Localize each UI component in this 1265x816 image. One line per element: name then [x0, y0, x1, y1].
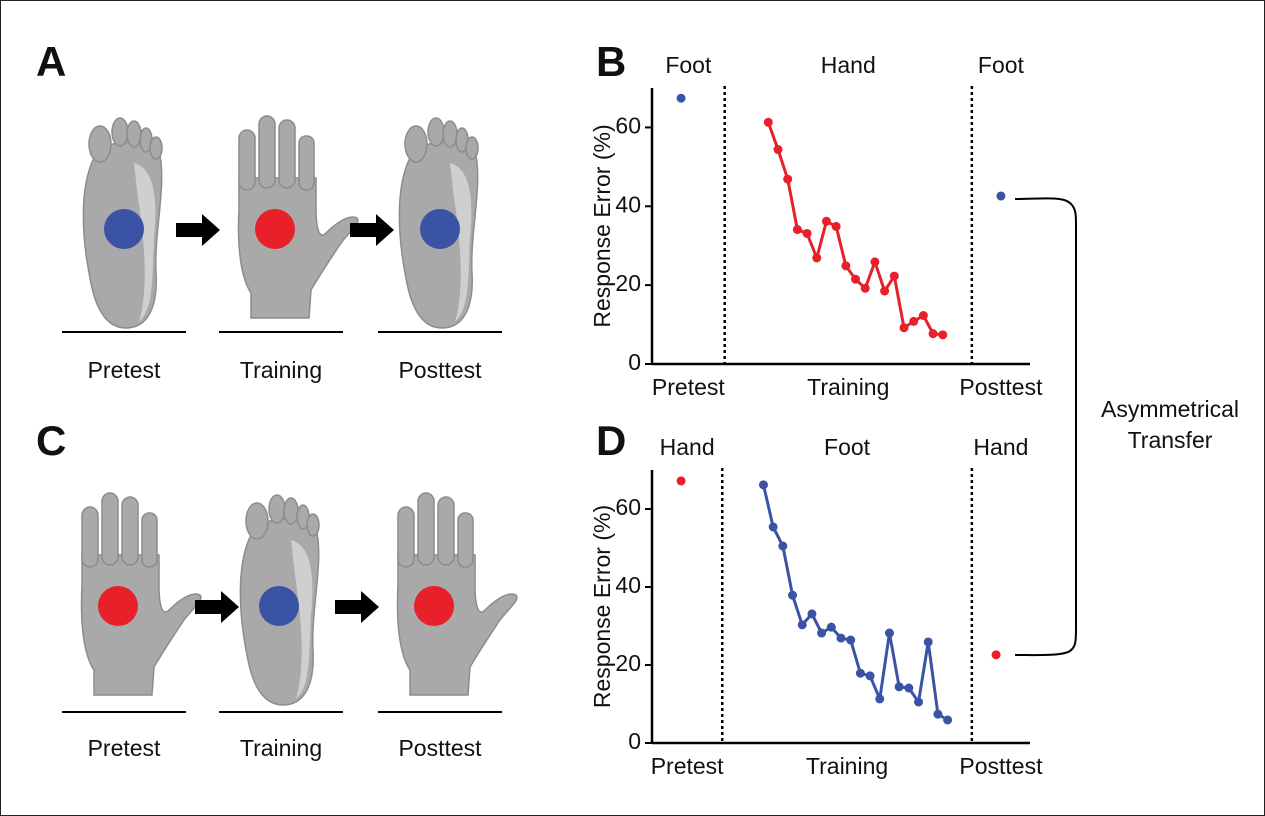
- stimulus-dot: [98, 586, 138, 626]
- y-tick-label: 20: [615, 650, 641, 676]
- step-label: Training: [240, 735, 322, 761]
- data-point: [909, 317, 918, 326]
- stimulus-dot: [414, 586, 454, 626]
- y-tick-label: 20: [615, 270, 641, 296]
- diagram-a: Pretest Training Posttest: [62, 116, 502, 383]
- hand-icon: [239, 116, 358, 318]
- data-point: [895, 682, 904, 691]
- x-label: Posttest: [959, 374, 1043, 400]
- data-point: [803, 229, 812, 238]
- stimulus-dot: [255, 209, 295, 249]
- x-label: Training: [807, 374, 889, 400]
- data-point: [885, 629, 894, 638]
- y-axis-label: Response Error (%): [589, 124, 615, 327]
- x-label: Posttest: [959, 753, 1043, 779]
- data-point: [774, 145, 783, 154]
- panel-label: B: [596, 38, 626, 85]
- section-label: Hand: [660, 434, 715, 460]
- data-point: [832, 222, 841, 231]
- data-point: [861, 284, 870, 293]
- section-label: Foot: [665, 52, 712, 78]
- data-point: [846, 636, 855, 645]
- x-label: Pretest: [651, 753, 724, 779]
- stimulus-dot: [104, 209, 144, 249]
- data-point: [880, 287, 889, 296]
- data-point: [764, 118, 773, 127]
- data-point: [856, 669, 865, 678]
- data-point: [890, 272, 899, 281]
- stimulus-dot: [259, 586, 299, 626]
- data-point: [938, 330, 947, 339]
- arrow: [195, 591, 239, 623]
- data-point: [759, 480, 768, 489]
- y-tick-label: 0: [628, 728, 641, 754]
- data-point: [929, 329, 938, 338]
- data-point: [924, 637, 933, 646]
- data-point: [677, 94, 686, 103]
- data-point: [900, 323, 909, 332]
- y-axis-label: Response Error (%): [589, 505, 615, 708]
- data-point: [769, 522, 778, 531]
- data-point: [919, 311, 928, 320]
- data-point: [788, 591, 797, 600]
- hand-icon: [82, 493, 201, 695]
- step-label: Pretest: [88, 357, 161, 383]
- data-point: [841, 261, 850, 270]
- x-label: Pretest: [652, 374, 725, 400]
- section-label: Hand: [821, 52, 876, 78]
- data-point: [793, 225, 802, 234]
- annotation: Asymmetrical: [1101, 396, 1239, 422]
- figure: A B C D Pretest Training Posttest Pretes…: [0, 0, 1265, 816]
- data-point: [992, 650, 1001, 659]
- data-point: [851, 275, 860, 284]
- arrow: [176, 214, 220, 246]
- data-point: [778, 542, 787, 551]
- panel-label: C: [36, 417, 66, 464]
- data-point: [783, 175, 792, 184]
- data-point: [807, 609, 816, 618]
- bracket: [1015, 198, 1076, 655]
- step-label: Training: [240, 357, 322, 383]
- data-point: [943, 715, 952, 724]
- panel-label: A: [36, 38, 66, 85]
- y-tick-label: 40: [615, 572, 641, 598]
- hand-icon: [398, 493, 517, 695]
- data-point: [822, 217, 831, 226]
- data-point: [812, 253, 821, 262]
- step-label: Pretest: [88, 735, 161, 761]
- data-point: [875, 694, 884, 703]
- y-tick-label: 0: [628, 349, 641, 375]
- annotation: Transfer: [1128, 427, 1213, 453]
- y-tick-label: 40: [615, 191, 641, 217]
- data-point: [866, 671, 875, 680]
- arrow: [335, 591, 379, 623]
- x-label: Training: [806, 753, 888, 779]
- data-point: [817, 629, 826, 638]
- series-line: [763, 485, 947, 720]
- data-point: [933, 710, 942, 719]
- data-point: [798, 620, 807, 629]
- data-point: [677, 476, 686, 485]
- data-point: [914, 698, 923, 707]
- diagram-c: Pretest Training Posttest: [62, 493, 517, 761]
- step-label: Posttest: [398, 735, 482, 761]
- section-label: Foot: [978, 52, 1025, 78]
- y-tick-label: 60: [615, 113, 641, 139]
- stimulus-dot: [420, 209, 460, 249]
- data-point: [827, 623, 836, 632]
- y-tick-label: 60: [615, 494, 641, 520]
- section-label: Hand: [973, 434, 1028, 460]
- data-point: [837, 634, 846, 643]
- data-point: [904, 684, 913, 693]
- data-point: [870, 257, 879, 266]
- section-label: Foot: [824, 434, 871, 460]
- panel-label: D: [596, 417, 626, 464]
- step-label: Posttest: [398, 357, 482, 383]
- data-point: [996, 192, 1005, 201]
